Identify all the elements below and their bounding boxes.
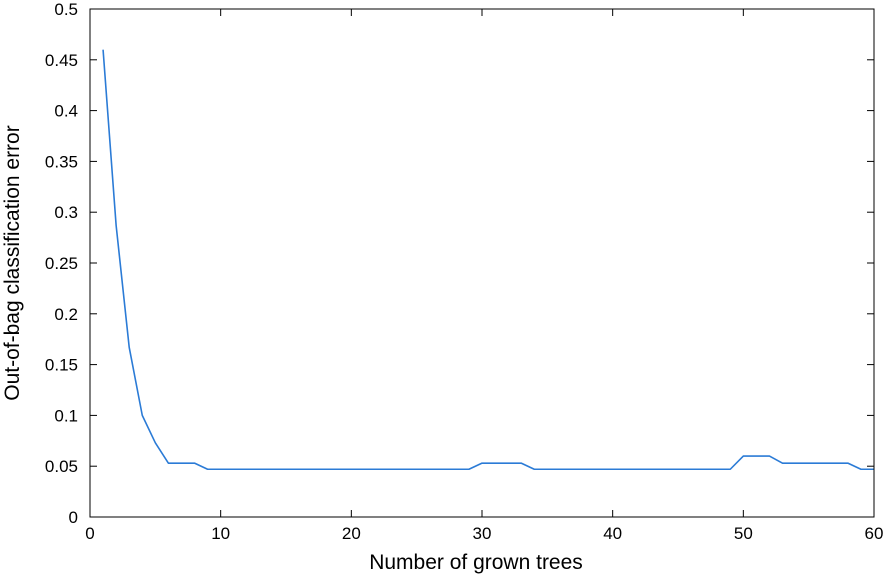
oob-error-line (102, 49, 874, 471)
y-tick-label: 0.15 (45, 356, 78, 375)
y-tick-label: 0.5 (54, 0, 78, 19)
y-tick-label: 0.45 (45, 51, 78, 70)
y-tick-label: 0.05 (45, 457, 78, 476)
y-tick-label: 0.35 (45, 152, 78, 171)
y-tick-label: 0.4 (54, 102, 78, 121)
y-tick-label: 0.25 (45, 254, 78, 273)
x-axis-label: Number of grown trees (369, 551, 583, 574)
x-tick-label: 60 (865, 524, 884, 543)
x-tick-label: 50 (734, 524, 753, 543)
y-tick-label: 0 (69, 508, 78, 527)
x-tick-label: 40 (603, 524, 622, 543)
y-tick-label: 0.1 (54, 406, 78, 425)
y-tick-label: 0.2 (54, 305, 78, 324)
x-tick-label: 10 (211, 524, 230, 543)
y-tick-label: 0.3 (54, 203, 78, 222)
x-tick-label: 20 (342, 524, 361, 543)
x-tick-label: 0 (85, 524, 94, 543)
y-axis-label: Out-of-bag classification error (1, 125, 24, 400)
x-tick-label: 30 (473, 524, 492, 543)
plot-frame (89, 8, 875, 518)
